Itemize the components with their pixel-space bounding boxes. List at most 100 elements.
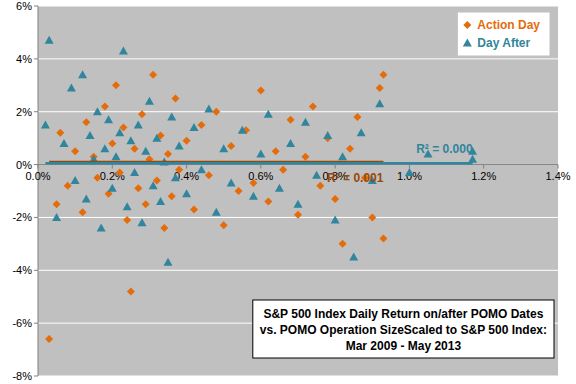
point — [379, 71, 387, 79]
legend-label: Action Day — [477, 18, 540, 32]
point — [130, 168, 139, 176]
point — [182, 189, 191, 197]
point — [97, 224, 106, 232]
point — [257, 87, 265, 95]
x-tick — [409, 165, 410, 169]
title-frame — [253, 300, 554, 358]
point — [141, 147, 150, 155]
y-tick-label: -8% — [12, 370, 32, 382]
point — [108, 139, 116, 147]
point — [301, 153, 309, 161]
point — [138, 218, 147, 226]
point — [168, 192, 176, 200]
point — [149, 181, 158, 189]
point — [275, 184, 284, 192]
x-tick-label: 0.6% — [248, 170, 273, 182]
point — [131, 145, 139, 153]
y-tick-label: -6% — [12, 317, 32, 329]
point — [112, 152, 121, 160]
point — [287, 116, 295, 124]
legend-marker — [463, 39, 472, 47]
point — [294, 211, 302, 219]
x-axis — [38, 164, 558, 165]
point — [45, 36, 54, 44]
point — [235, 187, 243, 195]
point — [116, 169, 124, 177]
point — [64, 182, 72, 190]
plot-marks — [41, 36, 477, 343]
point — [104, 115, 113, 123]
point — [357, 128, 366, 136]
r-squared-label: R² = 0.000 — [416, 142, 473, 156]
point — [312, 171, 321, 179]
legend-box — [457, 12, 550, 56]
legend-label: Day After — [477, 36, 530, 50]
x-tick — [260, 165, 261, 169]
x-tick — [483, 165, 484, 169]
point — [190, 123, 199, 131]
point — [309, 102, 317, 110]
point — [60, 139, 69, 147]
chart: -8%-6%-4%-2%0%2%4%6%0.0%0.2%0.4%0.6%0.8%… — [0, 0, 576, 384]
x-tick — [335, 165, 336, 169]
y-axis — [38, 6, 39, 376]
grid-line — [38, 58, 558, 59]
point — [227, 142, 235, 150]
point — [175, 166, 183, 174]
x-tick — [112, 165, 113, 169]
r-squared-label: R² = 0.001 — [327, 171, 384, 185]
x-tick — [38, 165, 39, 169]
y-tick — [34, 164, 38, 165]
point — [142, 200, 150, 208]
point — [134, 120, 143, 128]
y-tick-label: -2% — [12, 211, 32, 223]
y-tick — [34, 6, 38, 7]
point — [204, 105, 213, 113]
point — [316, 182, 324, 190]
point — [53, 200, 61, 208]
x-tick-label: 0.0% — [25, 170, 50, 182]
point — [220, 221, 228, 229]
point — [149, 71, 157, 79]
point — [249, 192, 258, 200]
point — [301, 118, 310, 126]
point — [294, 200, 303, 208]
point — [339, 240, 347, 248]
y-tick-label: 2% — [16, 106, 32, 118]
point — [249, 179, 257, 187]
point — [93, 174, 101, 182]
y-tick — [34, 217, 38, 218]
point — [405, 168, 414, 176]
point — [279, 166, 287, 174]
point — [376, 84, 384, 92]
point — [164, 150, 172, 158]
grid-line — [38, 164, 558, 165]
point — [138, 110, 146, 118]
y-tick — [34, 58, 38, 59]
point — [331, 195, 339, 203]
point — [71, 176, 80, 184]
point — [45, 335, 53, 343]
point — [123, 202, 132, 210]
point — [346, 145, 354, 153]
y-tick-label: 6% — [16, 0, 32, 12]
grid-line — [38, 6, 558, 7]
point — [368, 213, 376, 221]
point — [379, 235, 387, 243]
legend-marker — [463, 21, 471, 29]
point — [212, 108, 220, 116]
point — [331, 216, 340, 224]
point — [56, 129, 64, 137]
point — [167, 113, 176, 121]
point — [93, 107, 102, 115]
point — [134, 184, 142, 192]
point — [123, 216, 131, 224]
point — [112, 81, 120, 89]
title: vs. POMO Operation SizeScaled to S&P 500… — [260, 323, 547, 337]
point — [86, 131, 95, 139]
point — [126, 136, 135, 144]
x-tick-label: 1.4% — [545, 170, 570, 182]
point — [349, 253, 358, 261]
point — [52, 213, 61, 221]
point — [197, 121, 205, 129]
